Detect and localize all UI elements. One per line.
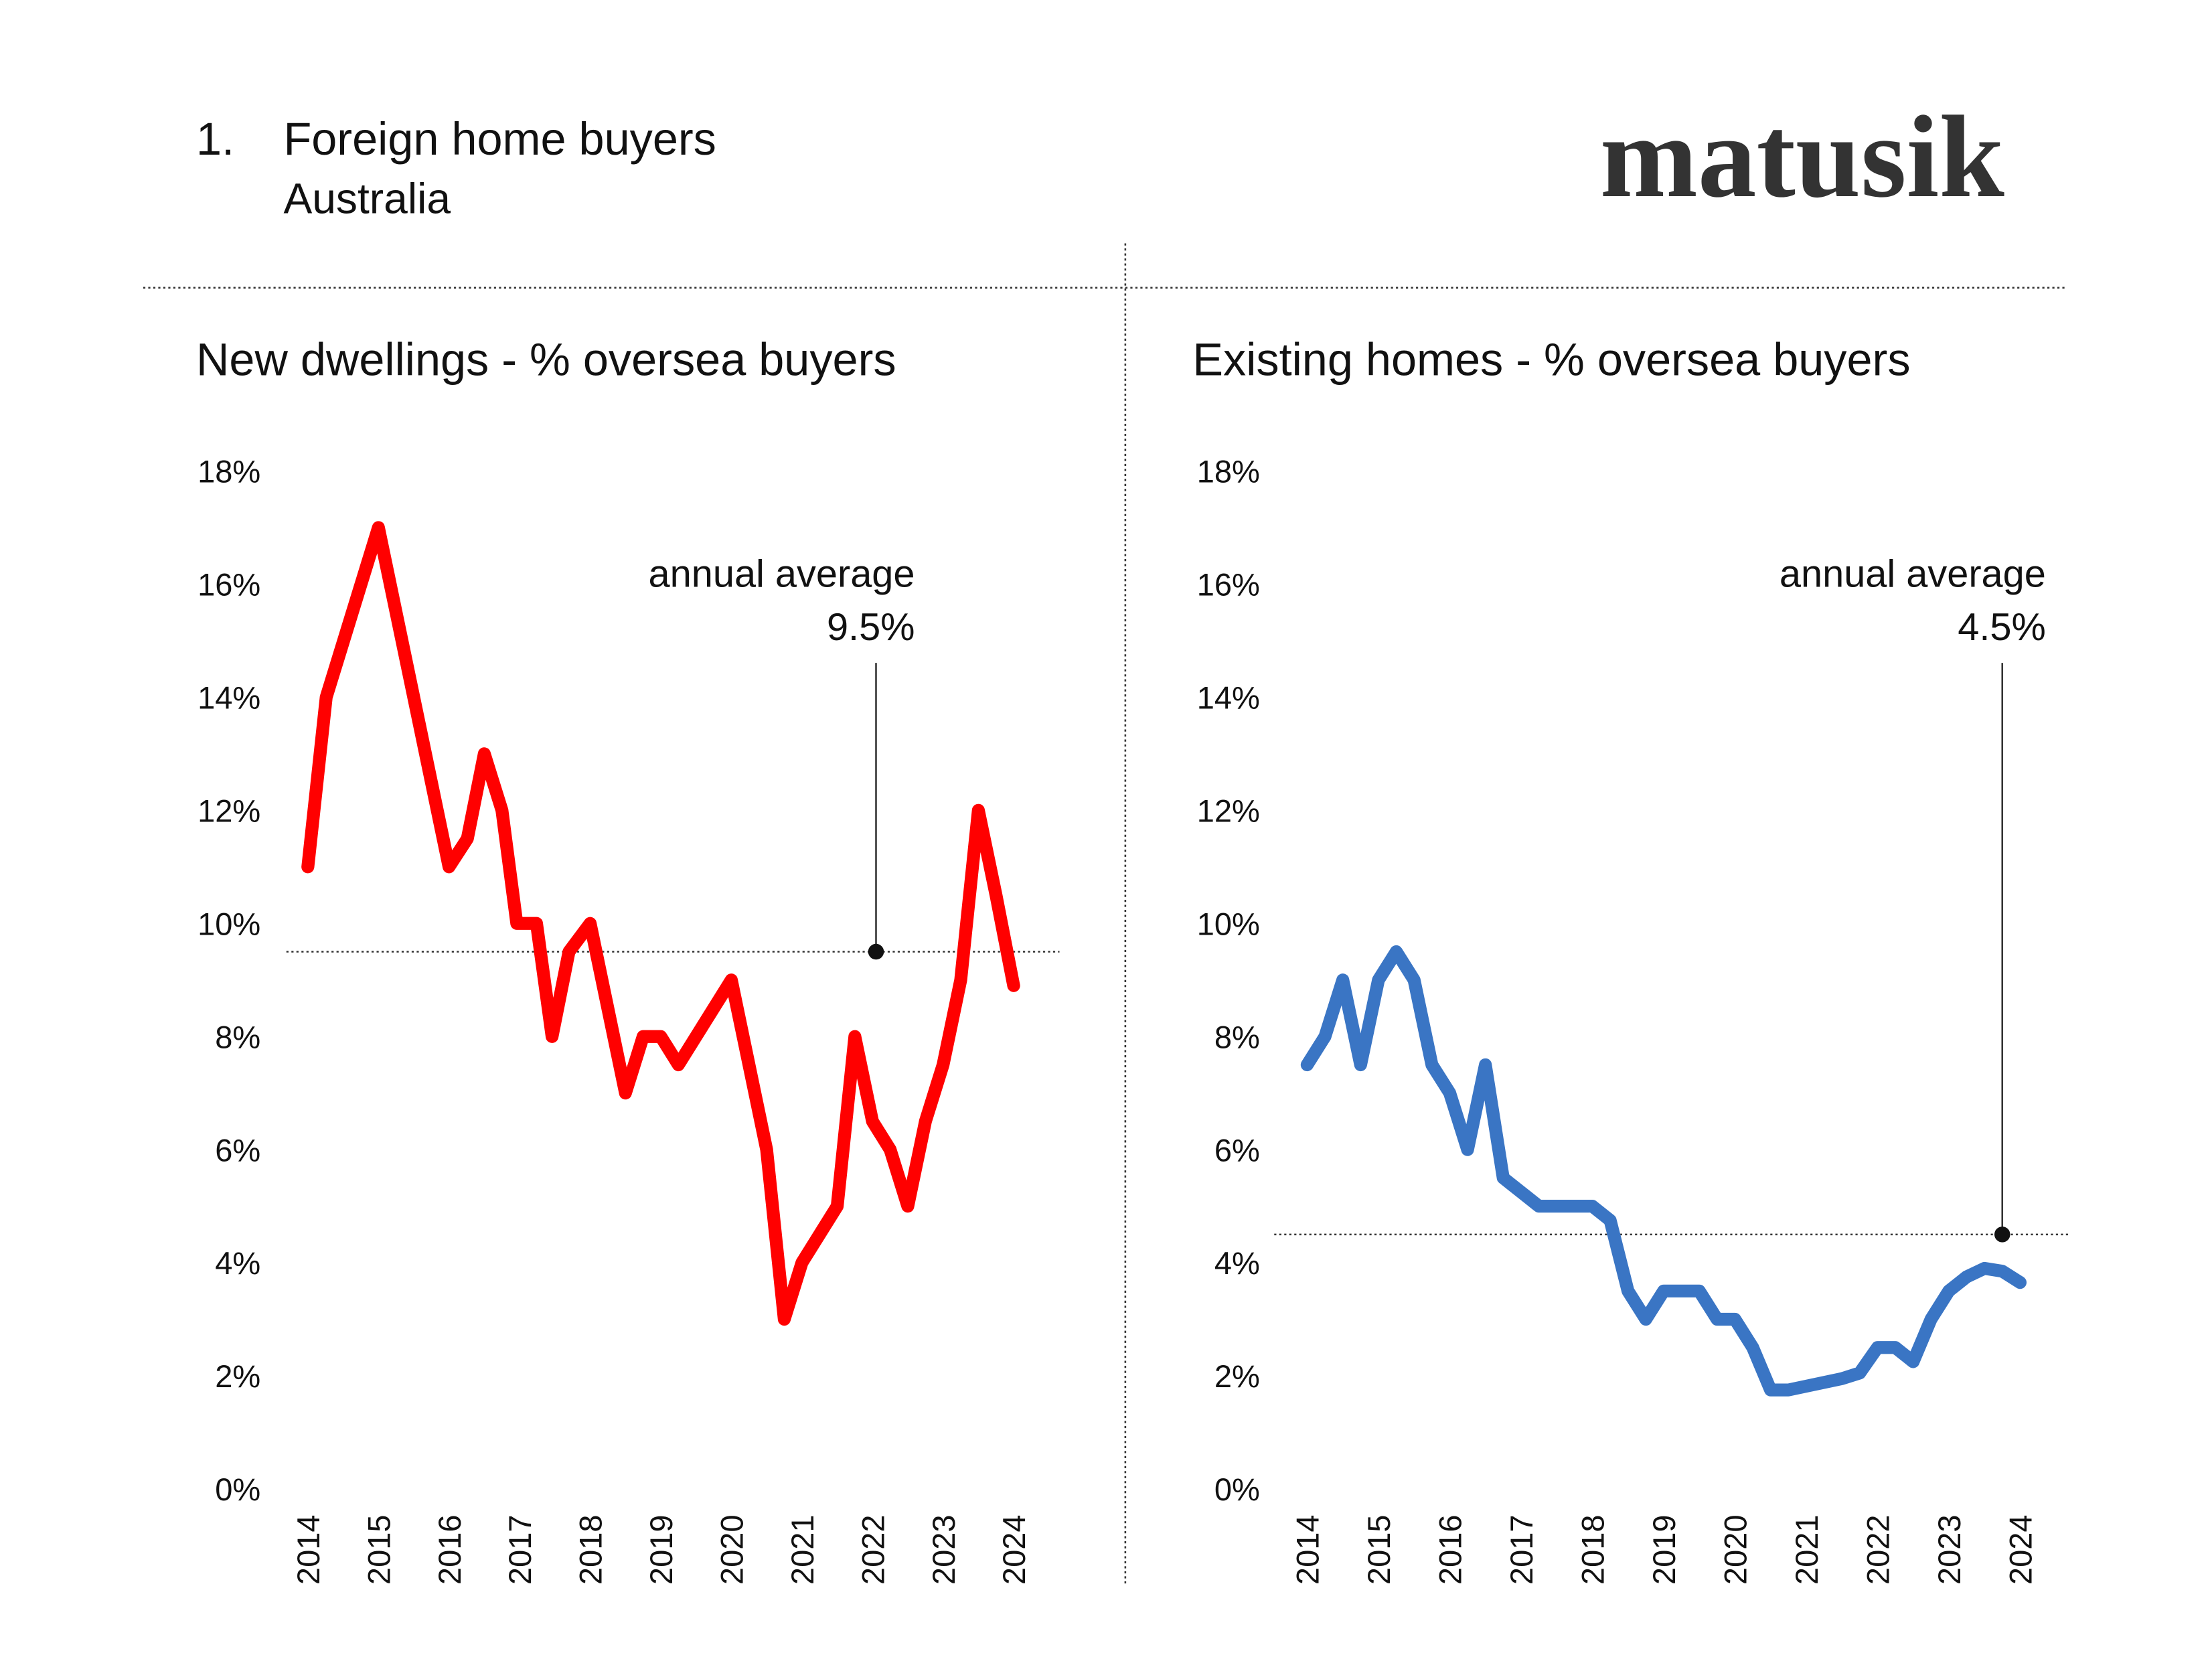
chart-title: New dwellings - % oversea buyers bbox=[196, 334, 896, 385]
chart-title: Existing homes - % oversea buyers bbox=[1192, 334, 1910, 385]
x-tick-label: 2014 bbox=[291, 1514, 326, 1585]
x-tick-label: 2024 bbox=[996, 1514, 1032, 1585]
data-line bbox=[301, 521, 1020, 1326]
x-tick-label: 2022 bbox=[855, 1514, 890, 1585]
x-tick-label: 2023 bbox=[926, 1514, 961, 1585]
data-line bbox=[1300, 945, 2027, 1397]
x-tick-label: 2017 bbox=[502, 1514, 538, 1585]
y-tick-label: 10% bbox=[1197, 906, 1260, 941]
y-tick-label: 2% bbox=[1214, 1358, 1260, 1394]
annotation-value: 4.5% bbox=[1958, 606, 2046, 649]
logo: matusik bbox=[1600, 92, 2005, 222]
y-tick-label: 2% bbox=[215, 1358, 260, 1394]
y-tick-label: 8% bbox=[215, 1019, 260, 1054]
x-tick-label: 2020 bbox=[714, 1514, 749, 1585]
x-tick-label: 2020 bbox=[1718, 1514, 1753, 1585]
y-tick-label: 0% bbox=[1214, 1472, 1260, 1507]
x-tick-label: 2021 bbox=[785, 1514, 820, 1585]
y-tick-label: 4% bbox=[215, 1245, 260, 1281]
x-tick-label: 2018 bbox=[573, 1514, 609, 1585]
x-tick-label: 2018 bbox=[1575, 1514, 1611, 1585]
y-tick-label: 14% bbox=[1197, 680, 1260, 716]
x-tick-label: 2015 bbox=[361, 1514, 396, 1585]
average-dot bbox=[1994, 1227, 2010, 1243]
y-tick-label: 14% bbox=[198, 680, 260, 716]
average-dot bbox=[868, 943, 884, 960]
x-tick-label: 2024 bbox=[2002, 1514, 2038, 1585]
x-tick-label: 2016 bbox=[1433, 1514, 1468, 1585]
y-tick-label: 10% bbox=[198, 906, 260, 941]
y-tick-label: 16% bbox=[1197, 567, 1260, 603]
page-subtitle: Australia bbox=[283, 175, 451, 223]
annotation-text: annual average bbox=[1780, 553, 2046, 596]
x-tick-label: 2022 bbox=[1860, 1514, 1895, 1585]
y-tick-label: 6% bbox=[215, 1132, 260, 1168]
annotation-value: 9.5% bbox=[827, 606, 915, 649]
x-tick-label: 2021 bbox=[1789, 1514, 1824, 1585]
x-tick-label: 2019 bbox=[1646, 1514, 1682, 1585]
y-tick-label: 4% bbox=[1214, 1245, 1260, 1281]
y-tick-label: 16% bbox=[198, 567, 260, 603]
x-tick-label: 2019 bbox=[643, 1514, 679, 1585]
y-tick-label: 18% bbox=[1197, 454, 1260, 489]
x-tick-label: 2015 bbox=[1361, 1514, 1397, 1585]
y-tick-label: 6% bbox=[1214, 1132, 1260, 1168]
page-title: Foreign home buyers bbox=[283, 114, 716, 165]
x-tick-label: 2016 bbox=[432, 1514, 467, 1585]
y-tick-label: 12% bbox=[1197, 793, 1260, 828]
x-tick-label: 2017 bbox=[1504, 1514, 1539, 1585]
y-tick-label: 8% bbox=[1214, 1019, 1260, 1054]
section-number: 1. bbox=[196, 114, 234, 165]
y-tick-label: 18% bbox=[198, 454, 260, 489]
x-tick-label: 2023 bbox=[1931, 1514, 1967, 1585]
y-tick-label: 12% bbox=[198, 793, 260, 828]
y-tick-label: 0% bbox=[215, 1472, 260, 1507]
x-tick-label: 2014 bbox=[1290, 1514, 1326, 1585]
annotation-text: annual average bbox=[649, 553, 915, 596]
